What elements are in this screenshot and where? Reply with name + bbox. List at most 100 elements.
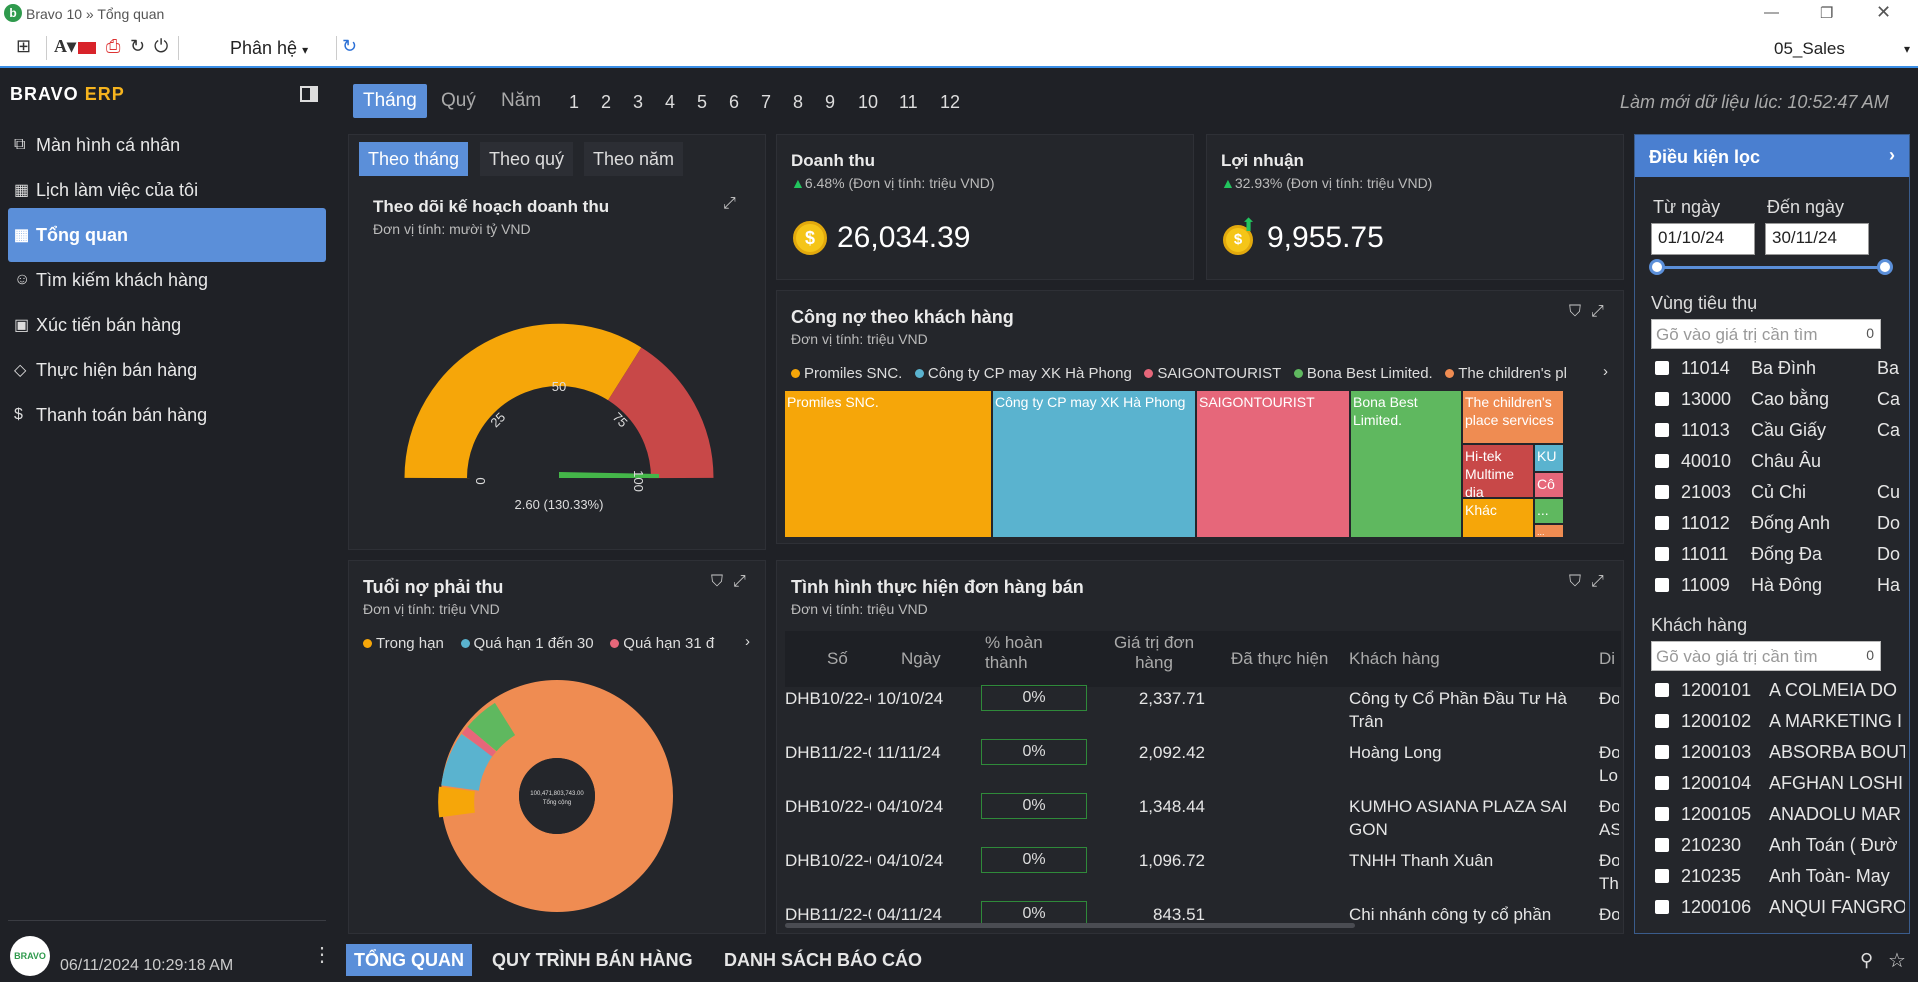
customer-row[interactable]: 1200101 A COLMEIA DO <box>1655 679 1905 705</box>
treemap-tile[interactable]: SAIGONTOURIST <box>1197 391 1349 537</box>
expand-icon[interactable]: ⤢ <box>723 195 736 212</box>
chevron-right-icon[interactable]: › <box>1889 145 1895 165</box>
tab-by-month[interactable]: Theo tháng <box>359 142 469 176</box>
tab-month[interactable]: Tháng <box>353 84 427 118</box>
col-header-customer[interactable]: Khách hàng <box>1349 649 1440 668</box>
apps-grid-icon[interactable]: ⊞ <box>16 36 32 56</box>
checkbox[interactable] <box>1655 683 1669 698</box>
checkbox[interactable] <box>1655 776 1669 791</box>
sidebar-item-calendar[interactable]: ▦ Lịch làm việc của tôi <box>8 163 326 217</box>
month-10[interactable]: 10 <box>858 92 879 112</box>
reload-icon[interactable]: ↻ <box>130 36 146 56</box>
checkbox[interactable] <box>1655 423 1669 438</box>
region-row[interactable]: 11011 Đống Đa Do <box>1655 543 1905 569</box>
region-row[interactable]: 21003 Củ Chi Cu <box>1655 481 1905 507</box>
filter-header[interactable]: Điều kiện lọc › <box>1635 135 1909 177</box>
tab-year[interactable]: Năm <box>501 90 542 111</box>
month-9[interactable]: 9 <box>825 92 836 112</box>
treemap-tile[interactable]: Bona Best Limited. <box>1351 391 1461 537</box>
cell-so[interactable]: DHB10/22-00 <box>785 797 871 816</box>
legend-item[interactable]: Công ty CP may XK Hà Phong <box>914 365 1132 382</box>
checkbox[interactable] <box>1655 516 1669 531</box>
month-3[interactable]: 3 <box>633 92 644 112</box>
col-header-so[interactable]: Số <box>827 649 848 668</box>
font-icon[interactable]: A▾ <box>54 36 77 56</box>
pdf-icon[interactable]: ⎙ <box>106 36 121 56</box>
legend-next-icon[interactable]: › <box>1603 363 1608 380</box>
treemap-tile[interactable]: Hi-tek Multime dia <box>1463 445 1533 497</box>
cell-so[interactable]: DHB11/22-00 <box>785 743 871 762</box>
treemap-tile[interactable]: KU <box>1535 445 1563 471</box>
treemap-tile[interactable]: Cô <box>1535 473 1563 497</box>
legend-item[interactable]: SAIGONTOURIST <box>1144 365 1281 382</box>
checkbox[interactable] <box>1655 578 1669 593</box>
sidebar-item-sales[interactable]: ◇ Thực hiện bán hàng <box>8 343 326 397</box>
checkbox[interactable] <box>1655 547 1669 562</box>
customer-row[interactable]: 1200104 AFGHAN LOSHI <box>1655 772 1905 798</box>
sidebar-item-search-customer[interactable]: ☺ Tìm kiếm khách hàng <box>8 253 326 307</box>
treemap-tile[interactable]: Promiles SNC. <box>785 391 991 537</box>
month-6[interactable]: 6 <box>729 92 740 112</box>
close-icon[interactable]: ✕ <box>1876 2 1892 22</box>
expand-icon[interactable]: ⤢ <box>1591 303 1604 320</box>
sidebar-item-promotion[interactable]: ▣ Xúc tiến bán hàng <box>8 298 326 352</box>
bottom-tab-sales-process[interactable]: QUY TRÌNH BÁN HÀNG <box>492 950 693 970</box>
col-header-value[interactable]: Giá trị đơn hàng <box>1113 633 1195 672</box>
checkbox[interactable] <box>1655 454 1669 469</box>
legend-item[interactable]: The children's pl <box>1445 365 1567 382</box>
legend-item[interactable]: Quá hạn 31 đ <box>610 635 714 652</box>
customer-row[interactable]: 1200102 A MARKETING I <box>1655 710 1905 736</box>
sidebar-toggle-icon[interactable] <box>300 86 318 102</box>
to-date-input[interactable]: 30/11/24 <box>1765 223 1869 255</box>
pin-icon[interactable]: ⚲ <box>1860 950 1874 970</box>
region-search-input[interactable]: Gõ vào giá trị cần tìm 0 <box>1651 319 1881 349</box>
customer-row[interactable]: 1200103 ABSORBA BOUT <box>1655 741 1905 767</box>
sidebar-item-overview[interactable]: ▦ Tổng quan <box>8 208 326 262</box>
treemap-tile[interactable]: Công ty CP may XK Hà Phong <box>993 391 1195 537</box>
month-12[interactable]: 12 <box>940 92 961 112</box>
customer-row[interactable]: 1200105 ANADOLU MAR <box>1655 803 1905 829</box>
tab-by-quarter[interactable]: Theo quý <box>480 142 574 176</box>
month-5[interactable]: 5 <box>697 92 708 112</box>
treemap-tile[interactable]: Khác <box>1463 499 1533 537</box>
expand-icon[interactable]: ⤢ <box>1591 573 1604 590</box>
region-row[interactable]: 11014 Ba Đình Ba <box>1655 357 1905 383</box>
legend-item[interactable]: Promiles SNC. <box>791 365 902 382</box>
more-icon[interactable]: ⋮ <box>312 944 332 966</box>
filter-icon[interactable]: ⛉ <box>711 573 724 590</box>
cell-so[interactable]: DHB10/22-00 <box>785 689 871 708</box>
month-1[interactable]: 1 <box>569 92 580 112</box>
legend-item[interactable]: Trong hạn <box>363 635 444 652</box>
language-flag-icon[interactable] <box>78 42 96 54</box>
restore-icon[interactable]: ❐ <box>1820 5 1834 22</box>
phanhe-dropdown[interactable]: Phân hệ ▾ <box>230 38 309 58</box>
legend-item[interactable]: Quá hạn 1 đến 30 <box>460 635 594 652</box>
from-date-input[interactable]: 01/10/24 <box>1651 223 1755 255</box>
col-header-ngay[interactable]: Ngày <box>901 649 941 668</box>
checkbox[interactable] <box>1655 392 1669 407</box>
checkbox[interactable] <box>1655 714 1669 729</box>
sidebar-item-payment[interactable]: $ Thanh toán bán hàng <box>8 388 326 442</box>
sidebar-item-personal[interactable]: ⧉ Màn hình cá nhân <box>8 118 326 172</box>
col-header-done[interactable]: Đã thực hiện <box>1231 649 1329 668</box>
customer-search-input[interactable]: Gõ vào giá trị cần tìm 0 <box>1651 641 1881 671</box>
legend-next-icon[interactable]: › <box>745 633 750 650</box>
checkbox[interactable] <box>1655 838 1669 853</box>
checkbox[interactable] <box>1655 485 1669 500</box>
filter-icon[interactable]: ⛉ <box>1569 303 1582 320</box>
region-row[interactable]: 11009 Hà Đông Ha <box>1655 574 1905 600</box>
col-header-pct[interactable]: % hoàn thành <box>985 633 1043 672</box>
month-8[interactable]: 8 <box>793 92 804 112</box>
module-select[interactable]: 05_Sales ▾ <box>1774 39 1911 58</box>
checkbox[interactable] <box>1655 869 1669 884</box>
minimize-icon[interactable]: — <box>1764 4 1779 21</box>
legend-item[interactable]: Bona Best Limited. <box>1293 365 1433 382</box>
checkbox[interactable] <box>1655 807 1669 822</box>
avatar[interactable]: BRAVO <box>10 936 50 976</box>
cell-so[interactable]: DHB11/22-00 <box>785 905 871 924</box>
checkbox[interactable] <box>1655 361 1669 376</box>
treemap-tile[interactable]: The children's place services <box>1463 391 1563 443</box>
range-handle-start[interactable] <box>1649 259 1665 275</box>
treemap-tile[interactable]: ... <box>1535 525 1563 537</box>
tab-by-year[interactable]: Theo năm <box>584 142 684 176</box>
